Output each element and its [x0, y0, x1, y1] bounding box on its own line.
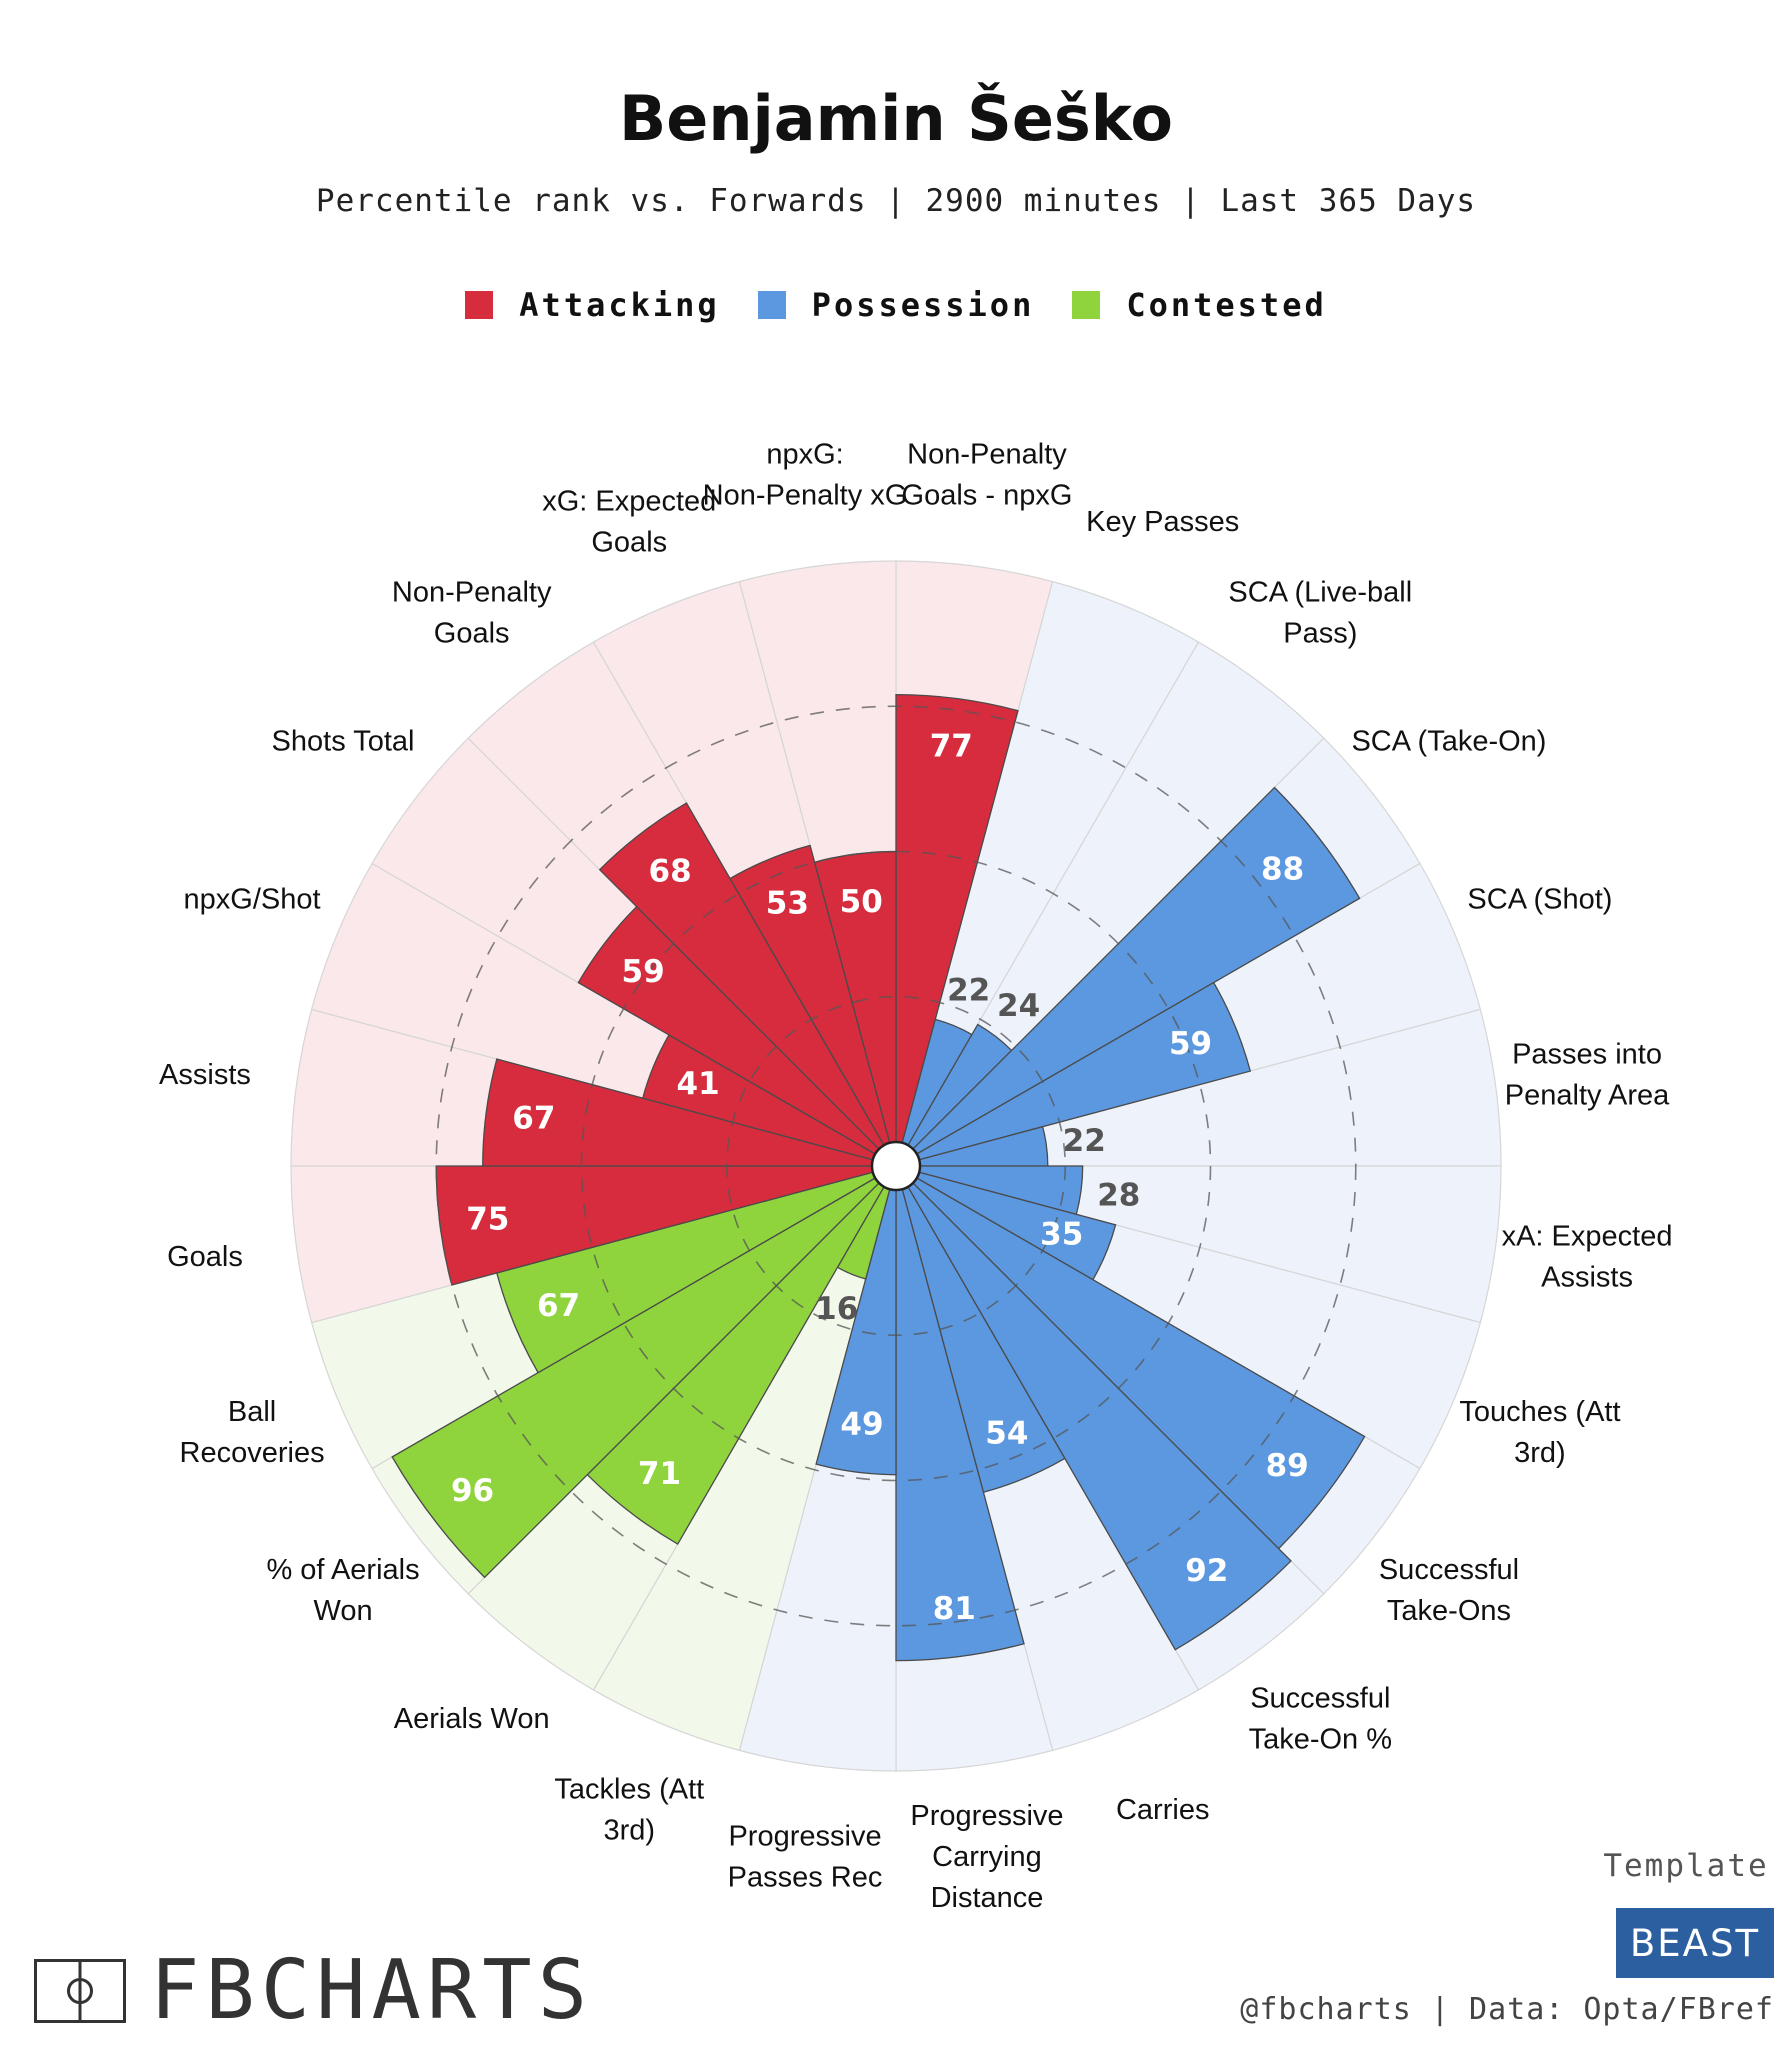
axis-label-shots-total: Shots Total: [272, 726, 415, 758]
axis-label-passes-into-penalty-area: Passes into Penalty Area: [1505, 1039, 1670, 1112]
value-label-passes-into-penalty-area: 22: [1063, 1123, 1106, 1159]
value-label-aerials-won: 71: [638, 1456, 681, 1492]
legend-item-attacking: Attacking: [465, 286, 719, 324]
axis-label-ball-recoveries: Ball Recoveries: [180, 1396, 325, 1469]
axis-label-aerials-won: Aerials Won: [394, 1703, 550, 1735]
axis-labels: Non-Penalty Goals - npxG Key Passes SCA (Li…: [159, 438, 1672, 1914]
axis-label-xa-expected-assists: xA: Expected Assists: [1502, 1220, 1673, 1293]
value-label-non-penalty-goals: 68: [649, 854, 692, 890]
chart-subtitle: Percentile rank vs. Forwards | 2900 minu…: [315, 183, 1477, 219]
value-label-npxg-non-penalty-xg: 50: [840, 884, 883, 920]
value-label-key-passes: 22: [947, 973, 990, 1009]
axis-label-goals: Goals: [167, 1241, 243, 1273]
legend-label-possession: Possession: [811, 286, 1035, 324]
center-hub: [870, 1140, 922, 1192]
value-label-progressive-passes-rec: 49: [840, 1406, 883, 1442]
axis-label-non-penalty-goals-npxg: Non-Penalty Goals - npxG: [902, 438, 1073, 511]
bars: [391, 693, 1366, 1662]
value-label-successful-take-on: 92: [1185, 1553, 1228, 1589]
pitch-icon: [34, 1959, 126, 2023]
value-label-progressive-carrying-distance: 81: [933, 1591, 976, 1627]
legend-swatch-contested: [1072, 291, 1101, 319]
data-credit: @fbcharts | Data: Opta/FBref: [1240, 1992, 1774, 2027]
legend-label-attacking: Attacking: [519, 286, 720, 324]
axis-label-successful-take-ons: Successful Take-Ons: [1379, 1554, 1519, 1627]
axis-label-non-penalty-goals: Non-Penalty Goals: [392, 577, 552, 650]
value-label-successful-take-ons: 89: [1266, 1448, 1309, 1484]
value-label-sca-live-ball-pass: 24: [997, 988, 1040, 1024]
page-title: Benjamin Šeško: [619, 82, 1173, 155]
grid-ring-75: [435, 705, 1357, 1627]
value-label-sca-take-on: 88: [1261, 851, 1304, 887]
template-label: Template: [1603, 1848, 1769, 1884]
value-label-npxg-shot: 41: [677, 1066, 720, 1102]
value-label-ball-recoveries: 67: [537, 1288, 580, 1324]
axis-label-progressive-passes-rec: Progressive Passes Rec: [728, 1821, 883, 1894]
value-label-carries: 54: [985, 1416, 1028, 1452]
axis-label-sca-take-on: SCA (Take-On): [1351, 726, 1546, 758]
value-label-non-penalty-goals-npxg: 77: [930, 728, 973, 764]
legend-swatch-attacking: [465, 291, 494, 319]
axis-label-carries: Carries: [1116, 1794, 1209, 1826]
axis-label-progressive-carrying-distance: Progressive Carrying Distance: [910, 1800, 1063, 1914]
legend-item-possession: Possession: [757, 286, 1035, 324]
axis-label-of-aerials-won: % of Aerials Won: [266, 1554, 419, 1627]
value-label-xg-expected-goals: 53: [766, 886, 809, 922]
value-label-sca-shot: 59: [1169, 1026, 1212, 1062]
axis-label-npxg-shot: npxG/Shot: [184, 883, 321, 915]
brand-logo-text: FBCHARTS: [150, 1943, 593, 2038]
axis-label-sca-shot: SCA (Shot): [1467, 883, 1612, 915]
value-label-of-aerials-won: 96: [451, 1473, 494, 1509]
brand: FBCHARTS: [34, 1950, 593, 2032]
axis-label-touches-att-3rd: Touches (Att 3rd): [1459, 1396, 1620, 1469]
axis-label-successful-take-on: Successful Take-On %: [1249, 1682, 1392, 1755]
axis-label-sca-live-ball-pass: SCA (Live-ball Pass): [1228, 577, 1412, 650]
grid-rings: [435, 705, 1357, 1627]
axis-label-tackles-att-3rd: Tackles (Att 3rd): [554, 1773, 704, 1846]
template-badge: BEAST: [1616, 1908, 1774, 1978]
value-label-touches-att-3rd: 35: [1040, 1217, 1083, 1253]
value-label-xa-expected-assists: 28: [1097, 1177, 1140, 1213]
value-label-tackles-att-3rd: 16: [815, 1291, 858, 1327]
grid-ring-50: [580, 850, 1212, 1482]
axis-label-npxg-non-penalty-xg: npxG: Non-Penalty xG: [703, 438, 908, 511]
legend-swatch-possession: [757, 291, 786, 319]
axis-label-xg-expected-goals: xG: Expected Goals: [542, 486, 716, 559]
axis-label-key-passes: Key Passes: [1086, 506, 1239, 538]
value-label-assists: 67: [512, 1100, 555, 1136]
value-label-goals: 75: [466, 1202, 509, 1238]
axis-label-assists: Assists: [159, 1059, 251, 1091]
legend: Attacking Possession Contested: [0, 286, 1792, 324]
legend-label-contested: Contested: [1126, 286, 1327, 324]
value-label-shots-total: 59: [622, 954, 665, 990]
grid-ring-25: [725, 995, 1067, 1337]
legend-item-contested: Contested: [1072, 286, 1326, 324]
